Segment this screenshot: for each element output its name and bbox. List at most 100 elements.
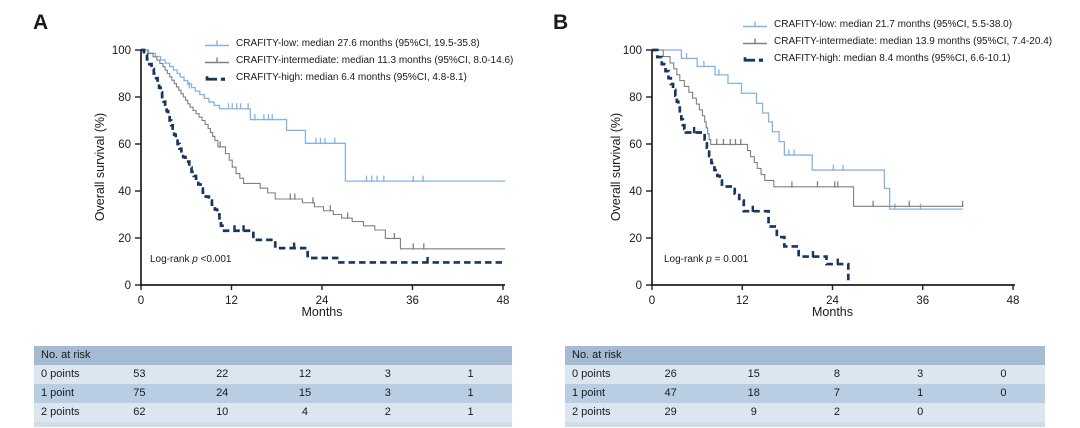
risk-count: 15	[747, 368, 760, 380]
y-tick-label: 40	[118, 186, 131, 198]
risk-count: 0	[1000, 387, 1007, 399]
x-tick-label: 0	[138, 295, 144, 307]
panel-a: A Overall survival (%) 0 20 40 60 80 100 0 12 24…	[33, 11, 513, 427]
y-tick-label: 40	[629, 186, 642, 198]
risk-row-label: 1 point	[572, 387, 606, 399]
legend-item-high: CRAFITY-high: median 8.4 months (95%CI, …	[742, 53, 1052, 65]
y-tick-label: 80	[629, 92, 642, 104]
risk-count: 7	[833, 387, 841, 399]
legend-intermediate-label: CRAFITY-intermediate: median 11.3 months…	[236, 55, 514, 66]
risk-count: 1	[467, 406, 474, 418]
legend-high-label: CRAFITY-high: median 6.4 months (95%CI, …	[236, 72, 467, 83]
legend-low-line-icon	[205, 40, 229, 47]
risk-table-row: 1 point 75 24 15 3 1	[34, 384, 512, 403]
risk-row-label: 0 points	[572, 368, 611, 380]
log-rank-value: = 0.001	[711, 254, 749, 265]
y-tick-label: 80	[118, 92, 131, 104]
y-tick-label: 20	[629, 233, 642, 245]
x-axis-title: Months	[812, 305, 853, 319]
legend-item-intermediate: CRAFITY-intermediate: median 11.3 months…	[204, 55, 513, 67]
risk-count: 1	[467, 387, 474, 399]
risk-table-row: 1 point 47 18 7 1 0	[565, 384, 1045, 403]
legend-high-label: CRAFITY-high: median 8.4 months (95%CI, …	[774, 53, 1011, 64]
legend-b: CRAFITY-low: median 21.7 months (95%CI, …	[742, 19, 1052, 65]
x-tick-label: 24	[826, 295, 839, 307]
risk-count: 4	[301, 406, 309, 418]
x-tick-label: 12	[736, 295, 749, 307]
risk-count: 47	[664, 387, 677, 399]
legend-item-low: CRAFITY-low: median 21.7 months (95%CI, …	[742, 19, 1052, 31]
log-rank-annotation-a: Log-rank p <0.001	[150, 254, 231, 265]
risk-table-row: 0 points 26 15 8 3 0	[565, 365, 1045, 384]
risk-count: 75	[133, 387, 146, 399]
risk-count: 3	[384, 368, 391, 380]
y-tick-label: 100	[623, 45, 642, 57]
legend-item-high: CRAFITY-high: median 6.4 months (95%CI, …	[204, 72, 513, 84]
log-rank-p-symbol: p	[706, 254, 712, 265]
km-curve-crafity-low	[652, 49, 963, 210]
risk-count: 2	[833, 406, 841, 418]
panel-a-label: A	[33, 11, 49, 34]
y-tick-label: 60	[118, 139, 131, 151]
legend-item-intermediate: CRAFITY-intermediate: median 13.9 months…	[742, 36, 1052, 48]
risk-row-label: 2 points	[41, 406, 80, 418]
risk-table-header: No. at risk	[34, 346, 512, 365]
risk-table-bottom-strip	[34, 422, 512, 427]
risk-row-label: 0 points	[41, 368, 80, 380]
y-tick-label: 60	[629, 139, 642, 151]
risk-count: 8	[833, 368, 841, 380]
x-tick-label: 48	[1007, 295, 1020, 307]
km-plot-b: 0 20 40 60 80 100 0 12 24 36 48	[623, 45, 1020, 307]
legend-high-line-icon	[205, 76, 225, 81]
risk-count: 2	[384, 406, 391, 418]
y-tick-label: 0	[125, 280, 131, 292]
risk-count: 29	[664, 406, 677, 418]
panel-b: B Overall survival (%) 0 20 40 60 80 100 0 12 24…	[540, 0, 1080, 428]
risk-count: 18	[747, 387, 760, 399]
risk-row-label: 2 points	[572, 406, 611, 418]
risk-table-header: No. at risk	[565, 346, 1045, 365]
legend-intermediate-line-icon	[743, 38, 767, 45]
risk-count: 12	[298, 368, 312, 380]
x-tick-label: 12	[225, 295, 238, 307]
log-rank-value: <0.001	[197, 254, 232, 265]
x-axis-title: Months	[301, 305, 343, 319]
risk-count: 62	[133, 406, 146, 418]
km-curve-crafity-high	[652, 48, 850, 285]
y-tick-label: 20	[118, 233, 131, 245]
x-tick-label: 0	[649, 295, 655, 307]
risk-count: 3	[917, 368, 924, 380]
legend-high-line-icon	[743, 57, 763, 62]
x-tick-label: 48	[497, 295, 510, 307]
risk-table-bottom-strip	[565, 422, 1045, 427]
log-rank-prefix: Log-rank	[150, 254, 193, 265]
risk-count: 53	[133, 368, 146, 380]
km-curve-crafity-low	[141, 49, 506, 182]
risk-table-a: No. at risk 0 points 53 22 12 3 1 1 point 75 24 15…	[34, 346, 512, 427]
legend-intermediate-line-icon	[205, 57, 229, 64]
risk-count: 0	[1000, 368, 1007, 380]
legend-item-low: CRAFITY-low: median 27.6 months (95%CI, …	[204, 38, 513, 50]
log-rank-prefix: Log-rank	[664, 254, 707, 265]
panel-b-label: B	[553, 11, 569, 34]
log-rank-p-symbol: p	[192, 254, 198, 265]
risk-count: 9	[750, 406, 757, 418]
risk-count: 22	[216, 368, 229, 380]
y-tick-label: 100	[112, 45, 131, 57]
risk-count: 10	[216, 406, 229, 418]
risk-count: 24	[216, 387, 229, 399]
legend-low-label: CRAFITY-low: median 27.6 months (95%CI, …	[236, 38, 480, 49]
x-tick-label: 36	[916, 295, 929, 307]
km-curve-crafity-high	[141, 48, 506, 264]
km-curve-crafity-intermediate	[141, 49, 506, 250]
risk-count: 26	[664, 368, 677, 380]
km-plot-a: 0 20 40 60 80 100 0 12 24 36 48	[112, 45, 510, 307]
legend-low-line-icon	[743, 21, 767, 28]
risk-row-label: 1 point	[41, 387, 75, 399]
risk-table-row: 0 points 53 22 12 3 1	[34, 365, 512, 384]
risk-count: 1	[467, 368, 474, 380]
x-tick-label: 24	[316, 295, 329, 307]
risk-count	[962, 403, 1045, 422]
km-curve-crafity-intermediate	[652, 49, 964, 207]
risk-table-row: 2 points 29 9 2 0	[565, 403, 1045, 422]
